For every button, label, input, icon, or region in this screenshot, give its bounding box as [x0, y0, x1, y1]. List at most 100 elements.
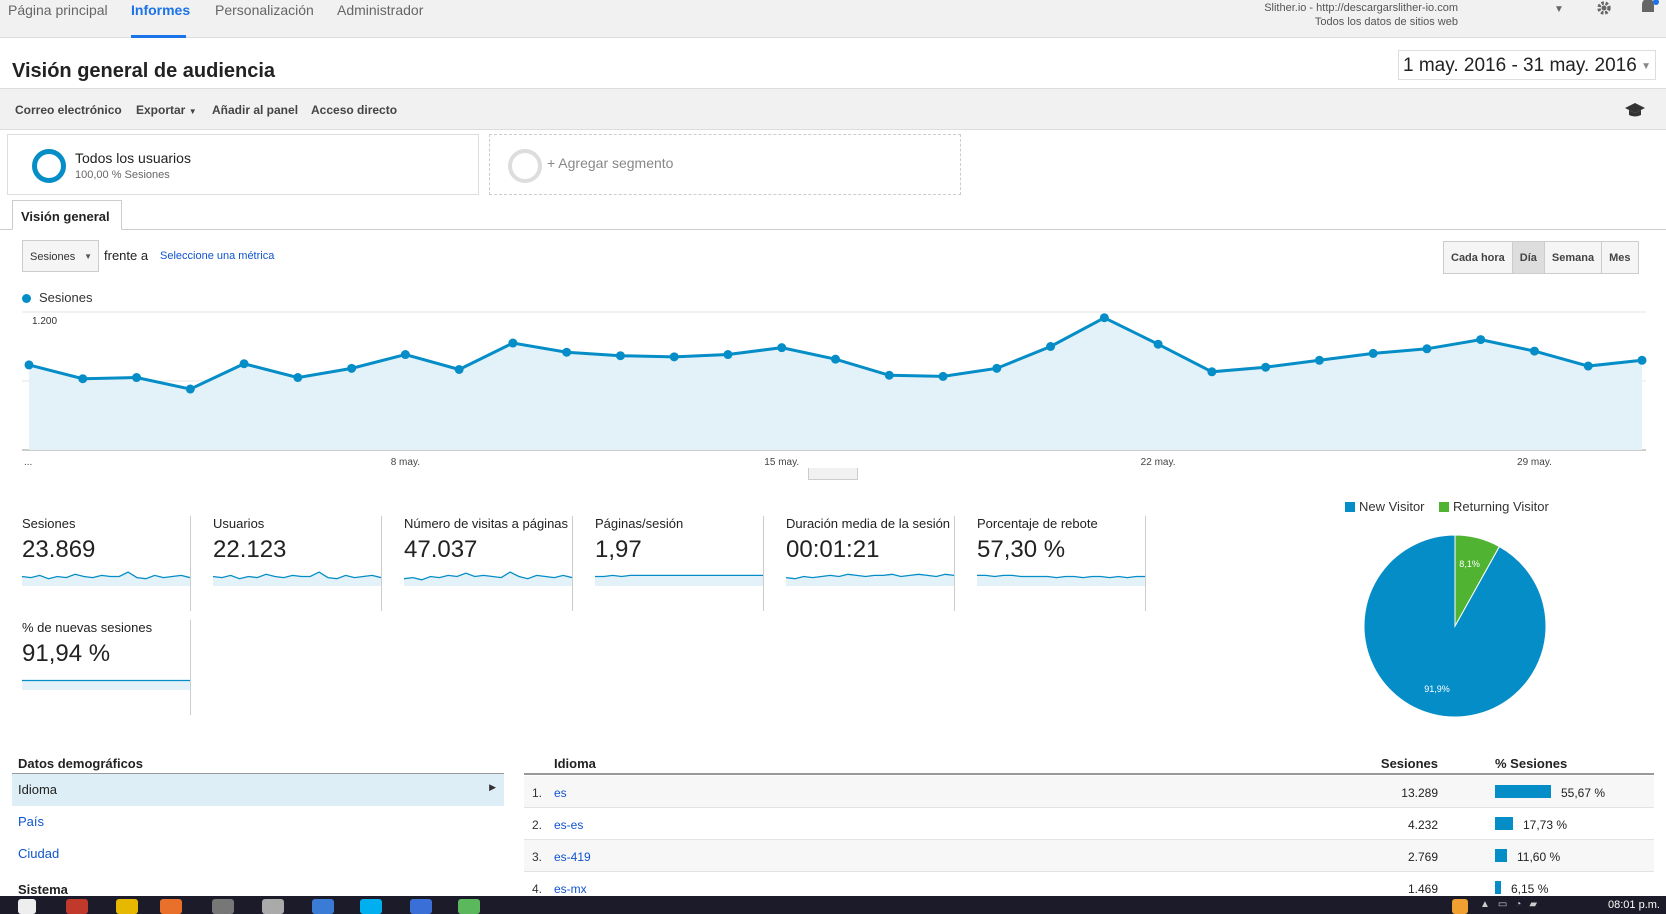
- granularity-week-button[interactable]: Semana: [1545, 242, 1603, 273]
- data-point[interactable]: [293, 373, 303, 383]
- tab-overview[interactable]: Visión general: [12, 200, 122, 230]
- data-point[interactable]: [831, 354, 840, 364]
- scorecard[interactable]: Duración media de la sesión 00:01:21: [764, 516, 955, 611]
- tool-icon[interactable]: [262, 899, 284, 914]
- chevron-right-icon: ▶: [489, 782, 496, 792]
- export-button[interactable]: Exportar ▼: [136, 103, 197, 117]
- granularity-month-button[interactable]: Mes: [1609, 252, 1631, 264]
- document-icon[interactable]: [312, 899, 334, 914]
- email-button[interactable]: Correo electrónico: [15, 103, 122, 117]
- app-icon[interactable]: [66, 899, 88, 914]
- data-point[interactable]: [777, 343, 787, 353]
- tab-home[interactable]: Página principal: [8, 2, 108, 18]
- skype-icon[interactable]: [360, 899, 382, 914]
- tab-reports[interactable]: Informes: [131, 2, 191, 18]
- firefox-icon[interactable]: [160, 899, 182, 914]
- data-point[interactable]: [1153, 339, 1163, 349]
- granularity-day-button[interactable]: Día: [1512, 242, 1545, 273]
- language-link[interactable]: es-mx: [554, 882, 587, 896]
- scorecard[interactable]: % de nuevas sesiones 91,94 %: [0, 620, 191, 715]
- chevron-down-icon[interactable]: ▼: [1554, 4, 1564, 15]
- data-point[interactable]: [1637, 355, 1647, 365]
- system-tray-icons[interactable]: ▲▭◔▰: [1480, 899, 1546, 910]
- graduation-cap-icon[interactable]: [1624, 101, 1646, 119]
- sparkline-line: [213, 571, 381, 580]
- pie-legend-returning: Returning Visitor: [1452, 499, 1549, 514]
- data-point[interactable]: [562, 347, 572, 357]
- segment-all-users[interactable]: Todos los usuarios 100,00 % Sesiones: [7, 134, 479, 195]
- demographics-item-city[interactable]: Ciudad: [18, 846, 60, 861]
- data-point[interactable]: [239, 359, 249, 369]
- scorecard[interactable]: Número de visitas a páginas 47.037: [382, 516, 573, 611]
- data-point[interactable]: [1099, 313, 1109, 323]
- data-point[interactable]: [669, 352, 679, 362]
- data-point[interactable]: [1583, 361, 1593, 371]
- tab-admin[interactable]: Administrador: [337, 2, 424, 18]
- visitor-type-pie-chart[interactable]: 91,9% 8,1%: [1362, 533, 1548, 719]
- folder-icon[interactable]: [212, 899, 234, 914]
- pie-slice[interactable]: [1416, 533, 1501, 628]
- data-point[interactable]: [938, 371, 948, 381]
- demographics-item-language[interactable]: Idioma ▶: [12, 774, 504, 806]
- add-segment-button[interactable]: + Agregar segmento: [489, 134, 961, 195]
- data-point[interactable]: [1314, 355, 1324, 365]
- start-icon[interactable]: [18, 899, 36, 914]
- scorecard-value: 1,97: [595, 536, 642, 563]
- data-point[interactable]: [1529, 346, 1539, 356]
- add-to-dashboard-button[interactable]: Añadir al panel: [212, 103, 299, 117]
- language-link[interactable]: es-es: [554, 818, 584, 832]
- data-point[interactable]: [1368, 348, 1378, 358]
- chrome-icon[interactable]: [116, 899, 138, 914]
- language-link[interactable]: es: [554, 786, 567, 800]
- select-metric-link[interactable]: Seleccione una métrica: [160, 250, 275, 262]
- date-range-picker[interactable]: 1 may. 2016 - 31 may. 2016 ▼: [1398, 50, 1656, 80]
- data-point[interactable]: [723, 350, 733, 360]
- sessions-line-chart[interactable]: 1.200600...8 may.15 may.22 may.29 may.: [0, 300, 1666, 470]
- data-point[interactable]: [992, 363, 1002, 373]
- scorecard[interactable]: Usuarios 22.123: [191, 516, 382, 611]
- data-point[interactable]: [132, 373, 142, 383]
- chart-resize-handle[interactable]: [808, 468, 858, 480]
- data-point[interactable]: [615, 351, 625, 361]
- data-point[interactable]: [185, 384, 195, 394]
- sparkline-fill: [404, 572, 572, 586]
- data-point[interactable]: [400, 350, 410, 360]
- metric-dropdown[interactable]: Sesiones ▼: [22, 240, 99, 272]
- app-green-icon[interactable]: [458, 899, 480, 914]
- demographics-item-country[interactable]: País: [18, 814, 45, 829]
- data-point[interactable]: [454, 365, 464, 374]
- data-point[interactable]: [508, 338, 518, 348]
- browser-icon[interactable]: [410, 899, 432, 914]
- chevron-down-icon: ▼: [1641, 61, 1651, 72]
- granularity-toggle: Cada hora Día Semana Mes: [1443, 241, 1639, 274]
- granularity-hourly-button[interactable]: Cada hora: [1444, 242, 1513, 273]
- demographics-header: Datos demográficos: [12, 753, 504, 775]
- gear-icon[interactable]: [1592, 0, 1616, 18]
- scorecard[interactable]: Porcentaje de rebote 57,30 %: [955, 516, 1146, 611]
- tray-app-icon[interactable]: [1452, 899, 1468, 914]
- data-point[interactable]: [1261, 362, 1271, 372]
- sparkline: [404, 571, 572, 586]
- data-point[interactable]: [1207, 367, 1217, 377]
- shortcut-button[interactable]: Acceso directo: [311, 103, 398, 117]
- area-fill: [29, 317, 1642, 450]
- chevron-down-icon: ▼: [84, 252, 92, 261]
- data-point[interactable]: [1422, 344, 1432, 354]
- segment-name: Todos los usuarios: [75, 150, 191, 166]
- data-point[interactable]: [1476, 335, 1486, 345]
- scorecard[interactable]: Páginas/sesión 1,97: [573, 516, 764, 611]
- data-point[interactable]: [1046, 342, 1056, 351]
- tab-customization[interactable]: Personalización: [215, 2, 314, 18]
- data-point[interactable]: [78, 374, 88, 384]
- share-bar: [1495, 849, 1507, 862]
- taskbar-clock: 08:01 p.m.: [1608, 899, 1660, 911]
- data-point[interactable]: [884, 370, 894, 380]
- account-selector[interactable]: Slither.io - http://descargarslither-io.…: [1264, 1, 1458, 29]
- bell-icon[interactable]: [1636, 0, 1660, 18]
- sparkline-line: [786, 573, 954, 580]
- data-point[interactable]: [24, 360, 34, 370]
- data-point[interactable]: [347, 363, 357, 373]
- sparkline-line: [977, 574, 1145, 579]
- scorecard[interactable]: Sesiones 23.869: [0, 516, 191, 611]
- language-link[interactable]: es-419: [554, 850, 591, 864]
